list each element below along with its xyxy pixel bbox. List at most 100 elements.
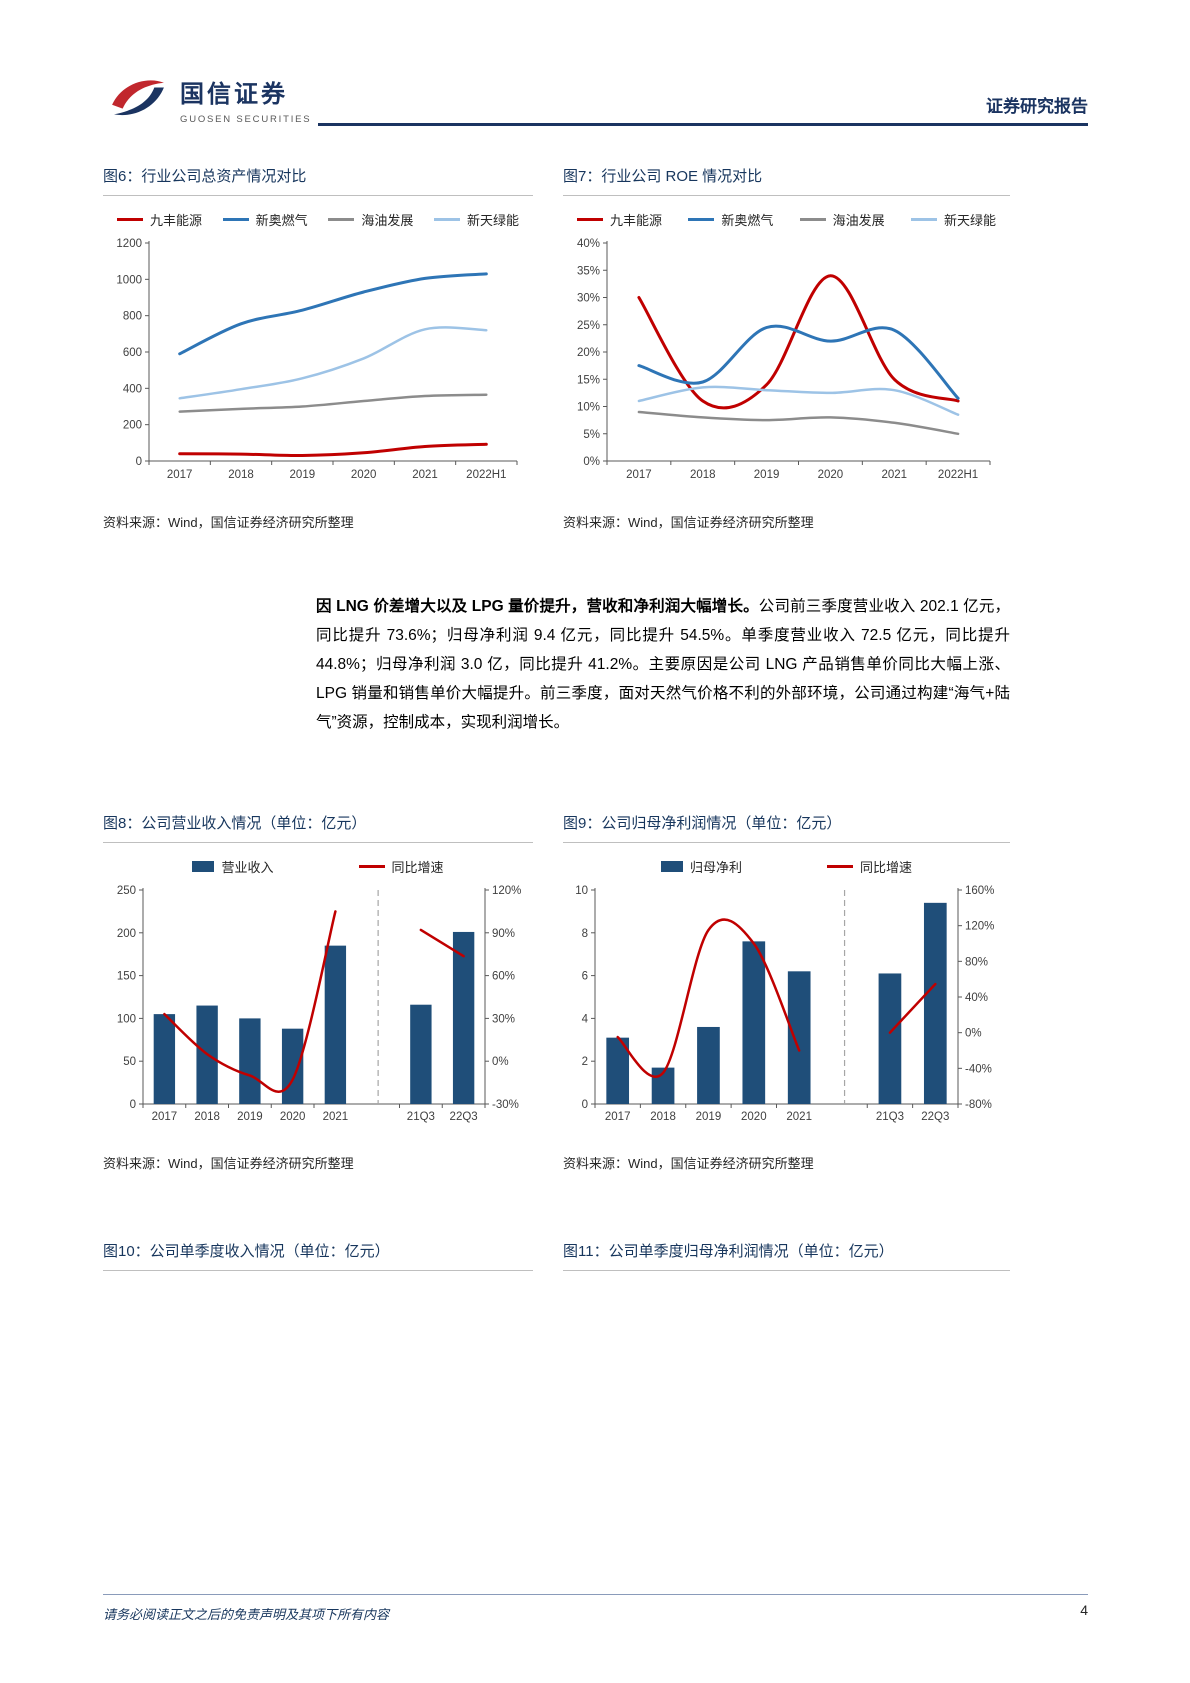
svg-text:0%: 0% (965, 1028, 982, 1040)
svg-text:600: 600 (123, 347, 142, 359)
figure-7: 图7：行业公司 ROE 情况对比 九丰能源 新奥燃气 海油发展 新天绿能 0% 5% 10… (563, 165, 1010, 531)
figure-7-source: 资料来源：Wind，国信证券经济研究所整理 (563, 515, 814, 530)
svg-text:20%: 20% (577, 347, 600, 359)
legend-label: 新奥燃气 (721, 213, 774, 228)
legend-item: 新天绿能 (910, 210, 996, 229)
svg-text:90%: 90% (492, 928, 515, 940)
svg-text:40%: 40% (577, 238, 600, 250)
svg-text:200: 200 (123, 420, 142, 432)
svg-text:15%: 15% (577, 374, 600, 386)
figure-11: 图11：公司单季度归母净利润情况（单位：亿元） (563, 1240, 1010, 1271)
legend-line-swatch (688, 218, 715, 221)
svg-text:0: 0 (136, 456, 142, 468)
legend-item: 九丰能源 (117, 210, 202, 229)
figure-9-title: 图9：公司归母净利润情况（单位：亿元） (563, 812, 1010, 843)
legend-label: 海油发展 (832, 213, 885, 228)
svg-text:2019: 2019 (237, 1111, 263, 1123)
legend-label: 同比增速 (391, 860, 444, 875)
legend-line-swatch (117, 218, 143, 221)
figure-7-title: 图7：行业公司 ROE 情况对比 (563, 165, 1010, 196)
svg-text:25%: 25% (577, 320, 600, 332)
svg-text:2019: 2019 (696, 1111, 722, 1123)
legend-line-swatch (433, 218, 460, 221)
svg-text:5%: 5% (583, 429, 600, 441)
svg-text:35%: 35% (577, 265, 600, 277)
svg-text:0%: 0% (492, 1056, 509, 1068)
svg-text:1200: 1200 (116, 238, 142, 250)
svg-text:250: 250 (117, 885, 136, 897)
svg-text:2020: 2020 (351, 469, 377, 481)
legend-label: 新天绿能 (466, 213, 519, 228)
svg-text:22Q3: 22Q3 (450, 1111, 478, 1123)
legend-item: 海油发展 (328, 210, 413, 229)
figure-7-legend: 九丰能源 新奥燃气 海油发展 新天绿能 (563, 210, 1010, 229)
footer-disclaimer: 请务必阅读正文之后的免责声明及其项下所有内容 (103, 1607, 390, 1622)
legend-line-swatch (577, 218, 603, 221)
legend-line-swatch (827, 865, 853, 868)
svg-text:0: 0 (130, 1099, 136, 1111)
legend-label: 新天绿能 (943, 213, 996, 228)
footer-divider (103, 1594, 1088, 1595)
figure-10-title: 图10：公司单季度收入情况（单位：亿元） (103, 1240, 533, 1271)
svg-text:800: 800 (123, 311, 142, 323)
svg-text:8: 8 (582, 928, 588, 940)
legend-label: 归母净利 (689, 860, 742, 875)
svg-text:120%: 120% (965, 921, 994, 933)
body-paragraph: 因 LNG 价差增大以及 LPG 量价提升，营收和净利润大幅增长。公司前三季度营… (316, 592, 1010, 737)
legend-item: 归母净利 (660, 857, 742, 876)
brand-header: 国信证券 GUOSEN SECURITIES (108, 74, 311, 125)
svg-text:21Q3: 21Q3 (876, 1111, 904, 1123)
svg-text:160%: 160% (965, 885, 994, 897)
legend-item: 同比增速 (827, 857, 912, 876)
svg-text:10: 10 (575, 885, 588, 897)
legend-label: 海油发展 (361, 213, 414, 228)
svg-text:6: 6 (582, 971, 588, 983)
legend-line-swatch (799, 218, 826, 221)
legend-item: 九丰能源 (577, 210, 662, 229)
total-assets-line-chart: 0 200 400 600 800 1000 1200 2017 2018 2019 2020 202… (103, 233, 533, 500)
svg-text:2022H1: 2022H1 (466, 469, 506, 481)
svg-text:-30%: -30% (492, 1099, 519, 1111)
svg-text:120%: 120% (492, 885, 521, 897)
svg-text:2020: 2020 (741, 1111, 767, 1123)
report-type-label: 证券研究报告 (986, 97, 1088, 116)
figure-6-legend: 九丰能源 新奥燃气 海油发展 新天绿能 (103, 210, 533, 229)
brand-name-cn: 国信证券 (180, 81, 288, 108)
svg-text:2018: 2018 (690, 469, 716, 481)
figure-6: 图6：行业公司总资产情况对比 九丰能源 新奥燃气 海油发展 新天绿能 0 200 400 6… (103, 165, 533, 531)
svg-text:2017: 2017 (167, 469, 193, 481)
net-profit-combo-chart: 0 2 4 6 8 10 -80% -40% 0% 40% 80% 120% 160% 2017 2018 2… (563, 880, 1010, 1141)
svg-text:2019: 2019 (754, 469, 780, 481)
svg-text:200: 200 (117, 928, 136, 940)
svg-text:10%: 10% (577, 402, 600, 414)
svg-text:1000: 1000 (116, 274, 142, 286)
brand-text: 国信证券 GUOSEN SECURITIES (180, 74, 311, 125)
svg-text:30%: 30% (492, 1013, 515, 1025)
figure-9-legend: 归母净利 同比增速 (563, 857, 1010, 876)
svg-text:80%: 80% (965, 956, 988, 968)
svg-text:2018: 2018 (650, 1111, 676, 1123)
figure-6-source: 资料来源：Wind，国信证券经济研究所整理 (103, 515, 354, 530)
page-number: 4 (1080, 1602, 1088, 1618)
legend-bar-swatch (192, 861, 215, 872)
roe-line-chart: 0% 5% 10% 15% 20% 25% 30% 35% 40% 2017 2018 2019 202… (563, 233, 1010, 500)
legend-label: 同比增速 (860, 860, 913, 875)
svg-text:2017: 2017 (605, 1111, 631, 1123)
svg-text:2018: 2018 (194, 1111, 220, 1123)
legend-bar-swatch (660, 861, 683, 872)
legend-label: 九丰能源 (150, 213, 203, 228)
legend-line-swatch (358, 865, 385, 868)
svg-text:2021: 2021 (881, 469, 907, 481)
svg-text:2019: 2019 (290, 469, 316, 481)
legend-item: 新奥燃气 (222, 210, 308, 229)
guosen-logo-icon (112, 79, 164, 115)
svg-text:2022H1: 2022H1 (938, 469, 978, 481)
svg-text:30%: 30% (577, 293, 600, 305)
svg-text:2020: 2020 (280, 1111, 306, 1123)
figure-6-title: 图6：行业公司总资产情况对比 (103, 165, 533, 196)
svg-text:-80%: -80% (965, 1099, 992, 1111)
figure-8-legend: 营业收入 同比增速 (103, 857, 533, 876)
figure-10: 图10：公司单季度收入情况（单位：亿元） (103, 1240, 533, 1271)
legend-line-swatch (222, 218, 249, 221)
